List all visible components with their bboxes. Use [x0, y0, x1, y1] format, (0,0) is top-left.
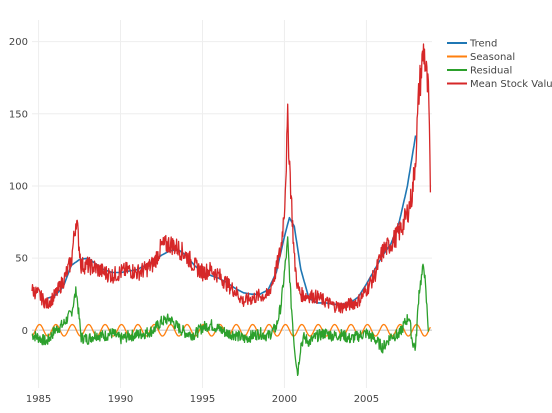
- series-line-mean-stock-value: [31, 43, 432, 314]
- legend: Trend Seasonal Residual Mean Stock Value: [447, 39, 552, 90]
- x-tick-label: 1995: [190, 394, 215, 405]
- series-line-residual: [31, 236, 430, 377]
- axes: 0 50 100 150 200 1985 1990 1995 2000 2005: [9, 37, 379, 405]
- legend-label-residual[interactable]: Residual: [470, 66, 512, 77]
- legend-label-mean-stock-value[interactable]: Mean Stock Value: [470, 79, 552, 90]
- legend-label-trend[interactable]: Trend: [469, 39, 497, 50]
- y-tick-label: 100: [9, 181, 28, 192]
- x-tick-label: 1990: [108, 394, 133, 405]
- y-tick-label: 0: [22, 326, 28, 337]
- y-tick-label: 150: [9, 109, 28, 120]
- series-layer: [31, 43, 432, 377]
- y-tick-label: 50: [15, 254, 28, 265]
- series-line-trend: [46, 135, 417, 306]
- x-tick-label: 1985: [26, 394, 51, 405]
- x-tick-label: 2000: [272, 394, 297, 405]
- legend-label-seasonal[interactable]: Seasonal: [470, 52, 515, 63]
- x-tick-label: 2005: [354, 394, 379, 405]
- y-tick-label: 200: [9, 37, 28, 48]
